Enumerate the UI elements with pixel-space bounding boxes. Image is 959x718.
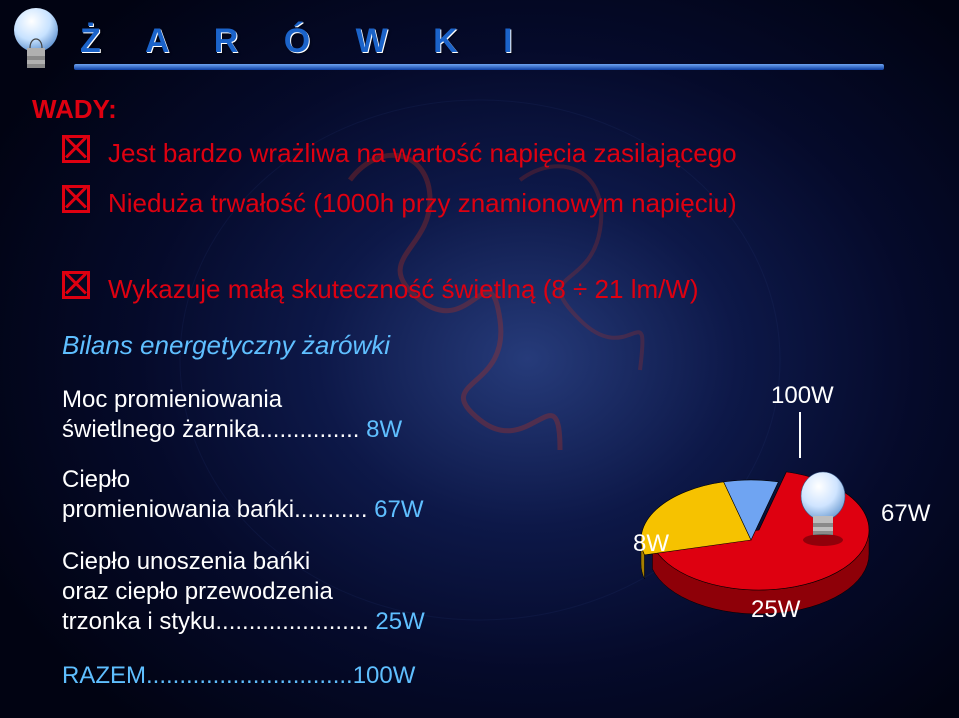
balance-line-1a: Moc promieniowania bbox=[62, 386, 282, 414]
bullet-2-text: Nieduża trwałość (1000h przy znamionowym… bbox=[108, 188, 737, 218]
balance-line-3b: oraz ciepło przewodzenia bbox=[62, 578, 333, 606]
bullet-3-text: Wykazuje małą skuteczność świetlną (8 ÷ … bbox=[108, 274, 699, 304]
balance-line-2b: promieniowania bańki........... 67W bbox=[62, 496, 424, 524]
balance-line-3c-val: 25W bbox=[369, 608, 425, 635]
subhead-wady: WADY: bbox=[32, 94, 117, 125]
pie-label-8w: 8W bbox=[633, 530, 669, 558]
balance-line-3c: trzonka i styku....................... 2… bbox=[62, 608, 425, 636]
balance-line-1b-val: 8W bbox=[359, 416, 402, 443]
pie-chart: 100W 67W 8W 25W bbox=[601, 400, 931, 680]
pie-label-25w: 25W bbox=[751, 596, 800, 624]
title-underline bbox=[74, 64, 884, 70]
balance-line-3c-text: trzonka i styku....................... bbox=[62, 608, 369, 635]
balance-line-2b-val: 67W bbox=[367, 496, 423, 523]
bullet-2: Nieduża trwałość (1000h przy znamionowym… bbox=[62, 184, 737, 219]
balance-total: RAZEM...............................100W bbox=[62, 662, 415, 690]
balance-line-2b-text: promieniowania bańki........... bbox=[62, 496, 367, 523]
checkbox-x-icon bbox=[62, 185, 90, 213]
balance-line-1b: świetlnego żarnika............... 8W bbox=[62, 416, 402, 444]
page-title: Ż A R Ó W K I bbox=[80, 22, 531, 61]
checkbox-x-icon bbox=[62, 135, 90, 163]
balance-line-1b-text: świetlnego żarnika............... bbox=[62, 416, 359, 443]
checkbox-x-icon bbox=[62, 271, 90, 299]
bullet-1: Jest bardzo wrażliwa na wartość napięcia… bbox=[62, 134, 737, 169]
bullet-1-text: Jest bardzo wrażliwa na wartość napięcia… bbox=[108, 138, 737, 168]
balance-line-2a: Ciepło bbox=[62, 466, 130, 494]
bullet-3: Wykazuje małą skuteczność świetlną (8 ÷ … bbox=[62, 270, 699, 305]
bulb-icon bbox=[10, 6, 62, 76]
bilans-heading: Bilans energetyczny żarówki bbox=[62, 330, 390, 361]
balance-line-3a: Ciepło unoszenia bańki bbox=[62, 548, 310, 576]
pie-label-67w: 67W bbox=[881, 500, 930, 528]
